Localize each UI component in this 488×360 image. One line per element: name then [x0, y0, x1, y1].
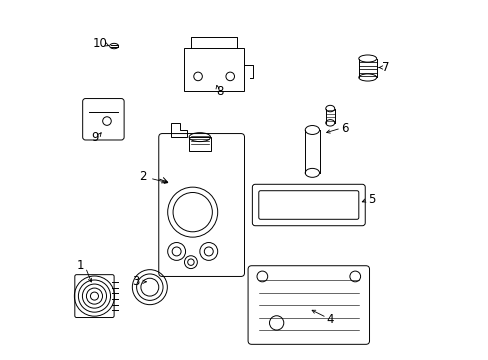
Text: 9: 9: [91, 131, 99, 144]
Text: 1: 1: [76, 259, 84, 272]
Text: 7: 7: [381, 61, 388, 74]
Text: 2: 2: [139, 170, 146, 183]
Text: 5: 5: [367, 193, 374, 206]
Text: 3: 3: [132, 275, 139, 288]
Text: 8: 8: [216, 85, 224, 98]
Text: 10: 10: [92, 37, 107, 50]
Bar: [189, 137, 210, 152]
Text: 6: 6: [340, 122, 347, 135]
Bar: [183, 48, 244, 91]
Text: 4: 4: [326, 313, 333, 326]
